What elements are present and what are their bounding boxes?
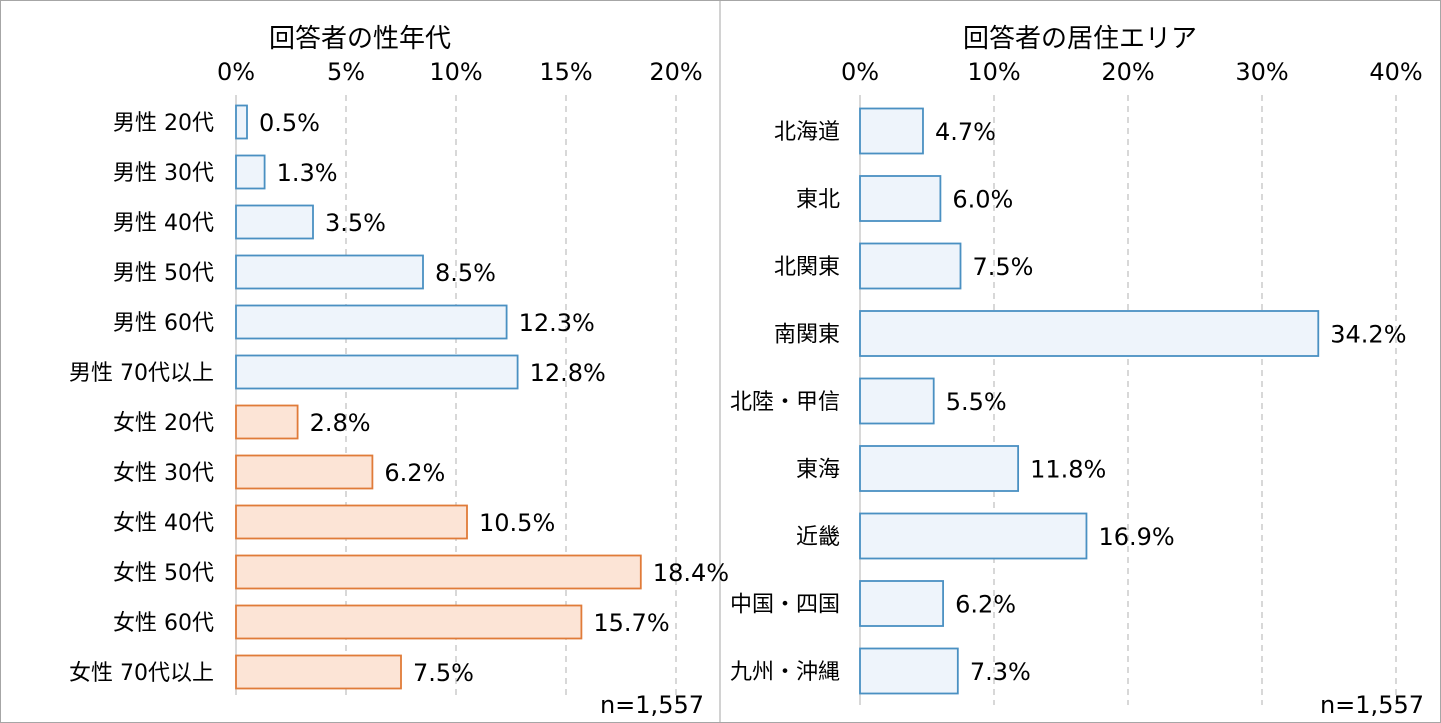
bar [859,310,1320,357]
bar [235,304,508,340]
bar [235,454,374,490]
category-label: 女性 70代以上 [69,661,214,686]
bar [859,242,962,290]
category-label: 女性 30代 [113,461,214,486]
category-label: 男性 60代 [113,311,214,336]
bar [859,512,1088,560]
data-label: 2.8% [310,409,371,437]
data-label: 8.5% [435,259,496,287]
data-label: 6.0% [952,186,1013,214]
category-label: 女性 50代 [113,561,214,586]
category-label: 男性 20代 [113,111,214,136]
category-label: 男性 40代 [113,211,214,236]
bar [859,175,942,222]
bar [235,554,642,590]
tick-label: 10% [429,58,482,86]
sample-size-note: n=1,557 [1320,691,1424,719]
grid-lines [235,95,677,695]
bar [235,404,299,440]
chart-title: 回答者の性年代 [269,24,451,54]
tick-labels: 0% 5% 10% 15% 20% [217,58,703,86]
data-label: 18.4% [653,559,729,587]
tick-label: 40% [1369,58,1422,86]
category-label: 中国・四国 [730,593,840,618]
data-label: 3.5% [325,209,386,237]
sample-size-note: n=1,557 [600,691,704,719]
category-label: 男性 50代 [113,261,214,286]
category-label: 東海 [796,458,840,483]
bar [235,254,424,290]
category-label: 男性 70代以上 [69,361,214,386]
tick-label: 20% [1101,58,1154,86]
data-label: 6.2% [955,591,1016,619]
bar [235,154,266,190]
residence-area-chart: 回答者の居住エリア 0% 10% 20% 30% 40% 北海道東北北関東南関東北陸・甲… [730,24,1424,719]
category-label: 女性 40代 [113,511,214,536]
category-label: 九州・沖縄 [730,660,840,685]
tick-labels: 0% 10% 20% 30% 40% [841,58,1423,86]
bar [235,504,468,540]
data-label: 7.5% [973,253,1034,281]
bar [859,647,959,695]
data-label: 1.3% [277,159,338,187]
tick-label: 0% [217,58,255,86]
bar [235,104,248,140]
data-label: 12.8% [530,359,606,387]
bar [235,354,519,390]
data-label: 12.3% [519,309,595,337]
tick-label: 5% [327,58,365,86]
category-label: 北陸・甲信 [730,390,840,415]
bars [235,104,642,690]
bar [859,107,924,155]
bar [235,654,402,690]
tick-label: 0% [841,58,879,86]
data-label: 6.2% [384,459,445,487]
bar [859,445,1020,492]
category-label: 北関東 [774,255,840,280]
value-labels: 4.7% 6.0% 7.5% 34.2% 5.5% 11.8% 16.9% 6.2% 7.3% [935,118,1407,686]
data-label: 4.7% [935,118,996,146]
data-label: 10.5% [479,509,555,537]
tick-label: 15% [539,58,592,86]
bar [859,580,944,627]
category-label: 東北 [796,188,840,213]
data-label: 11.8% [1030,456,1106,484]
bars [859,107,1320,695]
category-label: 女性 20代 [113,411,214,436]
tick-label: 20% [649,58,702,86]
category-label: 南関東 [774,323,840,348]
value-labels: 0.5% 1.3% 3.5% 8.5% 12.3% 12.8% 2.8% 6.2% 10.5% 1… [259,109,729,687]
category-label: 近畿 [796,525,840,550]
bar [235,604,583,640]
bar [859,377,935,425]
data-label: 15.7% [593,609,669,637]
category-label: 女性 60代 [113,611,214,636]
tick-label: 10% [967,58,1020,86]
bar [235,204,314,240]
data-label: 7.3% [970,658,1031,686]
data-label: 0.5% [259,109,320,137]
data-label: 16.9% [1098,523,1174,551]
data-label: 5.5% [946,388,1007,416]
chart-title: 回答者の居住エリア [963,24,1197,54]
category-label: 北海道 [774,120,840,145]
category-label: 男性 30代 [113,161,214,186]
data-label: 34.2% [1330,321,1406,349]
data-label: 7.5% [413,659,474,687]
tick-label: 30% [1235,58,1288,86]
